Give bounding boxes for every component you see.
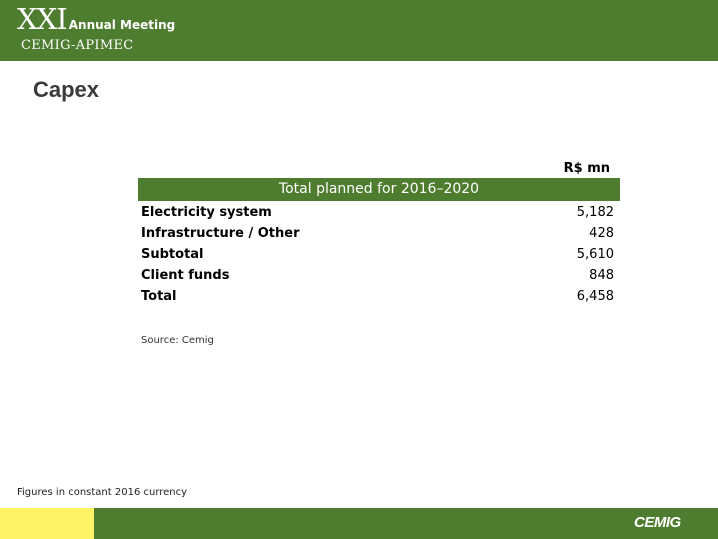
header-bar: XXI Annual Meeting CEMIG-APIMEC bbox=[0, 0, 718, 61]
footer-accent bbox=[0, 508, 94, 539]
edition-numeral: XXI bbox=[17, 2, 68, 36]
row-label: Total bbox=[141, 289, 177, 304]
footer-bar bbox=[0, 508, 718, 539]
event-brand: XXI Annual Meeting bbox=[17, 3, 175, 35]
table-heading: Total planned for 2016–2020 bbox=[138, 178, 620, 201]
row-value: 6,458 bbox=[576, 289, 614, 304]
table-row: Infrastructure / Other 428 bbox=[141, 223, 614, 244]
table-row: Client funds 848 bbox=[141, 265, 614, 286]
cemig-logo: CEMIG bbox=[634, 514, 681, 531]
row-label: Infrastructure / Other bbox=[141, 226, 300, 241]
currency-footnote: Figures in constant 2016 currency bbox=[17, 487, 188, 498]
row-value: 5,182 bbox=[576, 205, 614, 220]
capex-table: Electricity system 5,182 Infrastructure … bbox=[141, 202, 614, 307]
row-value: 848 bbox=[589, 268, 614, 283]
row-label: Client funds bbox=[141, 268, 230, 283]
row-value: 428 bbox=[589, 226, 614, 241]
table-row: Electricity system 5,182 bbox=[141, 202, 614, 223]
row-label: Subtotal bbox=[141, 247, 204, 262]
row-value: 5,610 bbox=[576, 247, 614, 262]
organization-name: CEMIG-APIMEC bbox=[21, 38, 134, 53]
row-label: Electricity system bbox=[141, 205, 272, 220]
source-note: Source: Cemig bbox=[141, 335, 214, 346]
table-row: Subtotal 5,610 bbox=[141, 244, 614, 265]
table-row: Total 6,458 bbox=[141, 286, 614, 307]
event-name: Annual Meeting bbox=[68, 18, 176, 32]
unit-label: R$ mn bbox=[563, 161, 610, 176]
page-title: Capex bbox=[33, 77, 100, 102]
